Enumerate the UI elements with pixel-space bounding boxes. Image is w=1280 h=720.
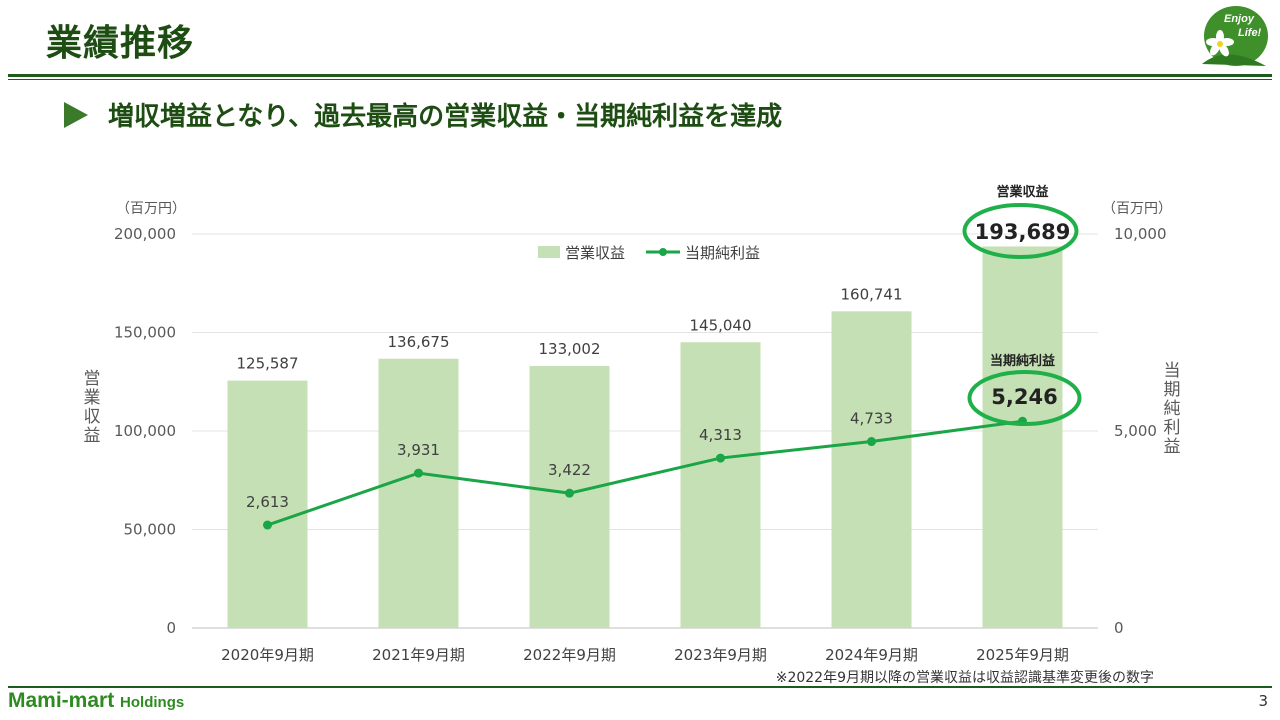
right-axis-label-char: 利 [1164, 418, 1181, 438]
svg-text:Enjoy: Enjoy [1224, 13, 1255, 25]
footnote: ※2022年9月期以降の営業収益は収益認識基準変更後の数字 [775, 670, 1154, 686]
left-axis-label-char: 業 [84, 388, 101, 408]
line-value-label: 3,422 [548, 461, 591, 479]
brand-main: Mami-mart [8, 689, 115, 712]
page-title: 業績推移 [46, 23, 195, 64]
legend-line-marker [659, 248, 667, 256]
bar-2020年9月期 [227, 380, 308, 628]
bar-value-label: 133,002 [538, 340, 600, 358]
bar-value-label: 160,741 [840, 285, 902, 303]
revenue-highlight-caption: 営業収益 [996, 184, 1048, 200]
net-income-point [716, 453, 725, 463]
line-value-label: 4,313 [699, 426, 742, 444]
left-tick-label: 50,000 [124, 521, 177, 539]
highlight-annotations: 営業収益 193,689 当期純利益 5,246 [962, 184, 1082, 426]
bar-value-label: 125,587 [236, 355, 298, 373]
category-label: 2022年9月期 [523, 646, 616, 664]
right-tick-label: 0 [1114, 619, 1124, 637]
page-number: 3 [1258, 692, 1268, 710]
right-axis-label-char: 当 [1164, 361, 1181, 381]
grid-lines [192, 233, 1098, 629]
revenue-highlight-value: 193,689 [975, 220, 1071, 244]
net-income-highlight-caption: 当期純利益 [990, 353, 1055, 369]
legend-bar-swatch [538, 246, 560, 258]
bar-2025年9月期 [982, 246, 1063, 628]
right-tick-label: 5,000 [1114, 422, 1157, 440]
revenue-highlight-circle [962, 203, 1079, 259]
header-rule [8, 74, 1272, 77]
axes: 0 50,000 100,000 150,000 200,000 0 5,000 10,000… [84, 201, 1181, 664]
brand-sub: Holdings [120, 694, 185, 711]
bar-2023年9月期 [680, 342, 761, 628]
left-axis-label-char: 収 [84, 407, 101, 427]
header-rule-thin [8, 79, 1272, 80]
left-tick-label: 100,000 [114, 422, 176, 440]
category-label: 2025年9月期 [976, 646, 1069, 664]
bar-value-label: 136,675 [387, 333, 449, 351]
net-income-point [565, 488, 574, 498]
svg-text:Life!: Life! [1238, 27, 1262, 39]
left-axis-unit: （百万円） [116, 201, 186, 217]
legend-line-label: 当期純利益 [685, 244, 760, 262]
net-income-point [414, 468, 423, 478]
net-income-highlight-value: 5,246 [991, 385, 1057, 409]
line-value-label: 4,733 [850, 410, 893, 428]
left-tick-label: 0 [166, 619, 176, 637]
footer-rule [8, 686, 1272, 688]
category-label: 2023年9月期 [674, 646, 767, 664]
left-axis-label-char: 益 [84, 426, 101, 446]
legend-bar-label: 営業収益 [565, 244, 625, 262]
bars [227, 246, 1063, 628]
category-label: 2024年9月期 [825, 646, 918, 664]
category-label: 2021年9月期 [372, 646, 465, 664]
net-income-highlight-circle [967, 370, 1082, 426]
brand-logo-text: Mami-mart Holdings [8, 689, 184, 713]
subtitle: 増収増益となり、過去最高の営業収益・当期純利益を達成 [108, 102, 783, 132]
enjoy-life-logo: Enjoy Life! [1202, 6, 1268, 66]
line-value-label: 3,931 [397, 441, 440, 459]
net-income-series-line [267, 419, 1023, 527]
net-income-point [867, 437, 876, 447]
right-tick-label: 10,000 [1114, 225, 1167, 243]
legend: 営業収益 当期純利益 [538, 244, 760, 262]
line-value-label: 2,613 [246, 493, 289, 511]
triangle-bullet-icon [64, 101, 88, 128]
right-axis-label-char: 益 [1164, 437, 1181, 457]
right-axis-label-char: 期 [1164, 380, 1181, 400]
bar-2021年9月期 [378, 358, 459, 628]
bar-value-label: 145,040 [689, 316, 751, 334]
left-axis-label-char: 営 [84, 369, 101, 389]
bar-2024年9月期 [831, 311, 912, 628]
bar-value-labels: 125,587 136,675 133,002 145,040 160,741 [236, 285, 902, 372]
subtitle-row: 増収増益となり、過去最高の営業収益・当期純利益を達成 [64, 96, 782, 133]
right-axis-unit: （百万円） [1102, 201, 1172, 217]
left-tick-label: 200,000 [114, 225, 176, 243]
net-income-line: 2,613 3,931 3,422 4,313 4,733 [246, 410, 1027, 530]
category-label: 2020年9月期 [221, 646, 314, 664]
net-income-point [263, 520, 272, 530]
right-axis-label-char: 純 [1164, 399, 1181, 419]
left-tick-label: 150,000 [114, 324, 176, 342]
